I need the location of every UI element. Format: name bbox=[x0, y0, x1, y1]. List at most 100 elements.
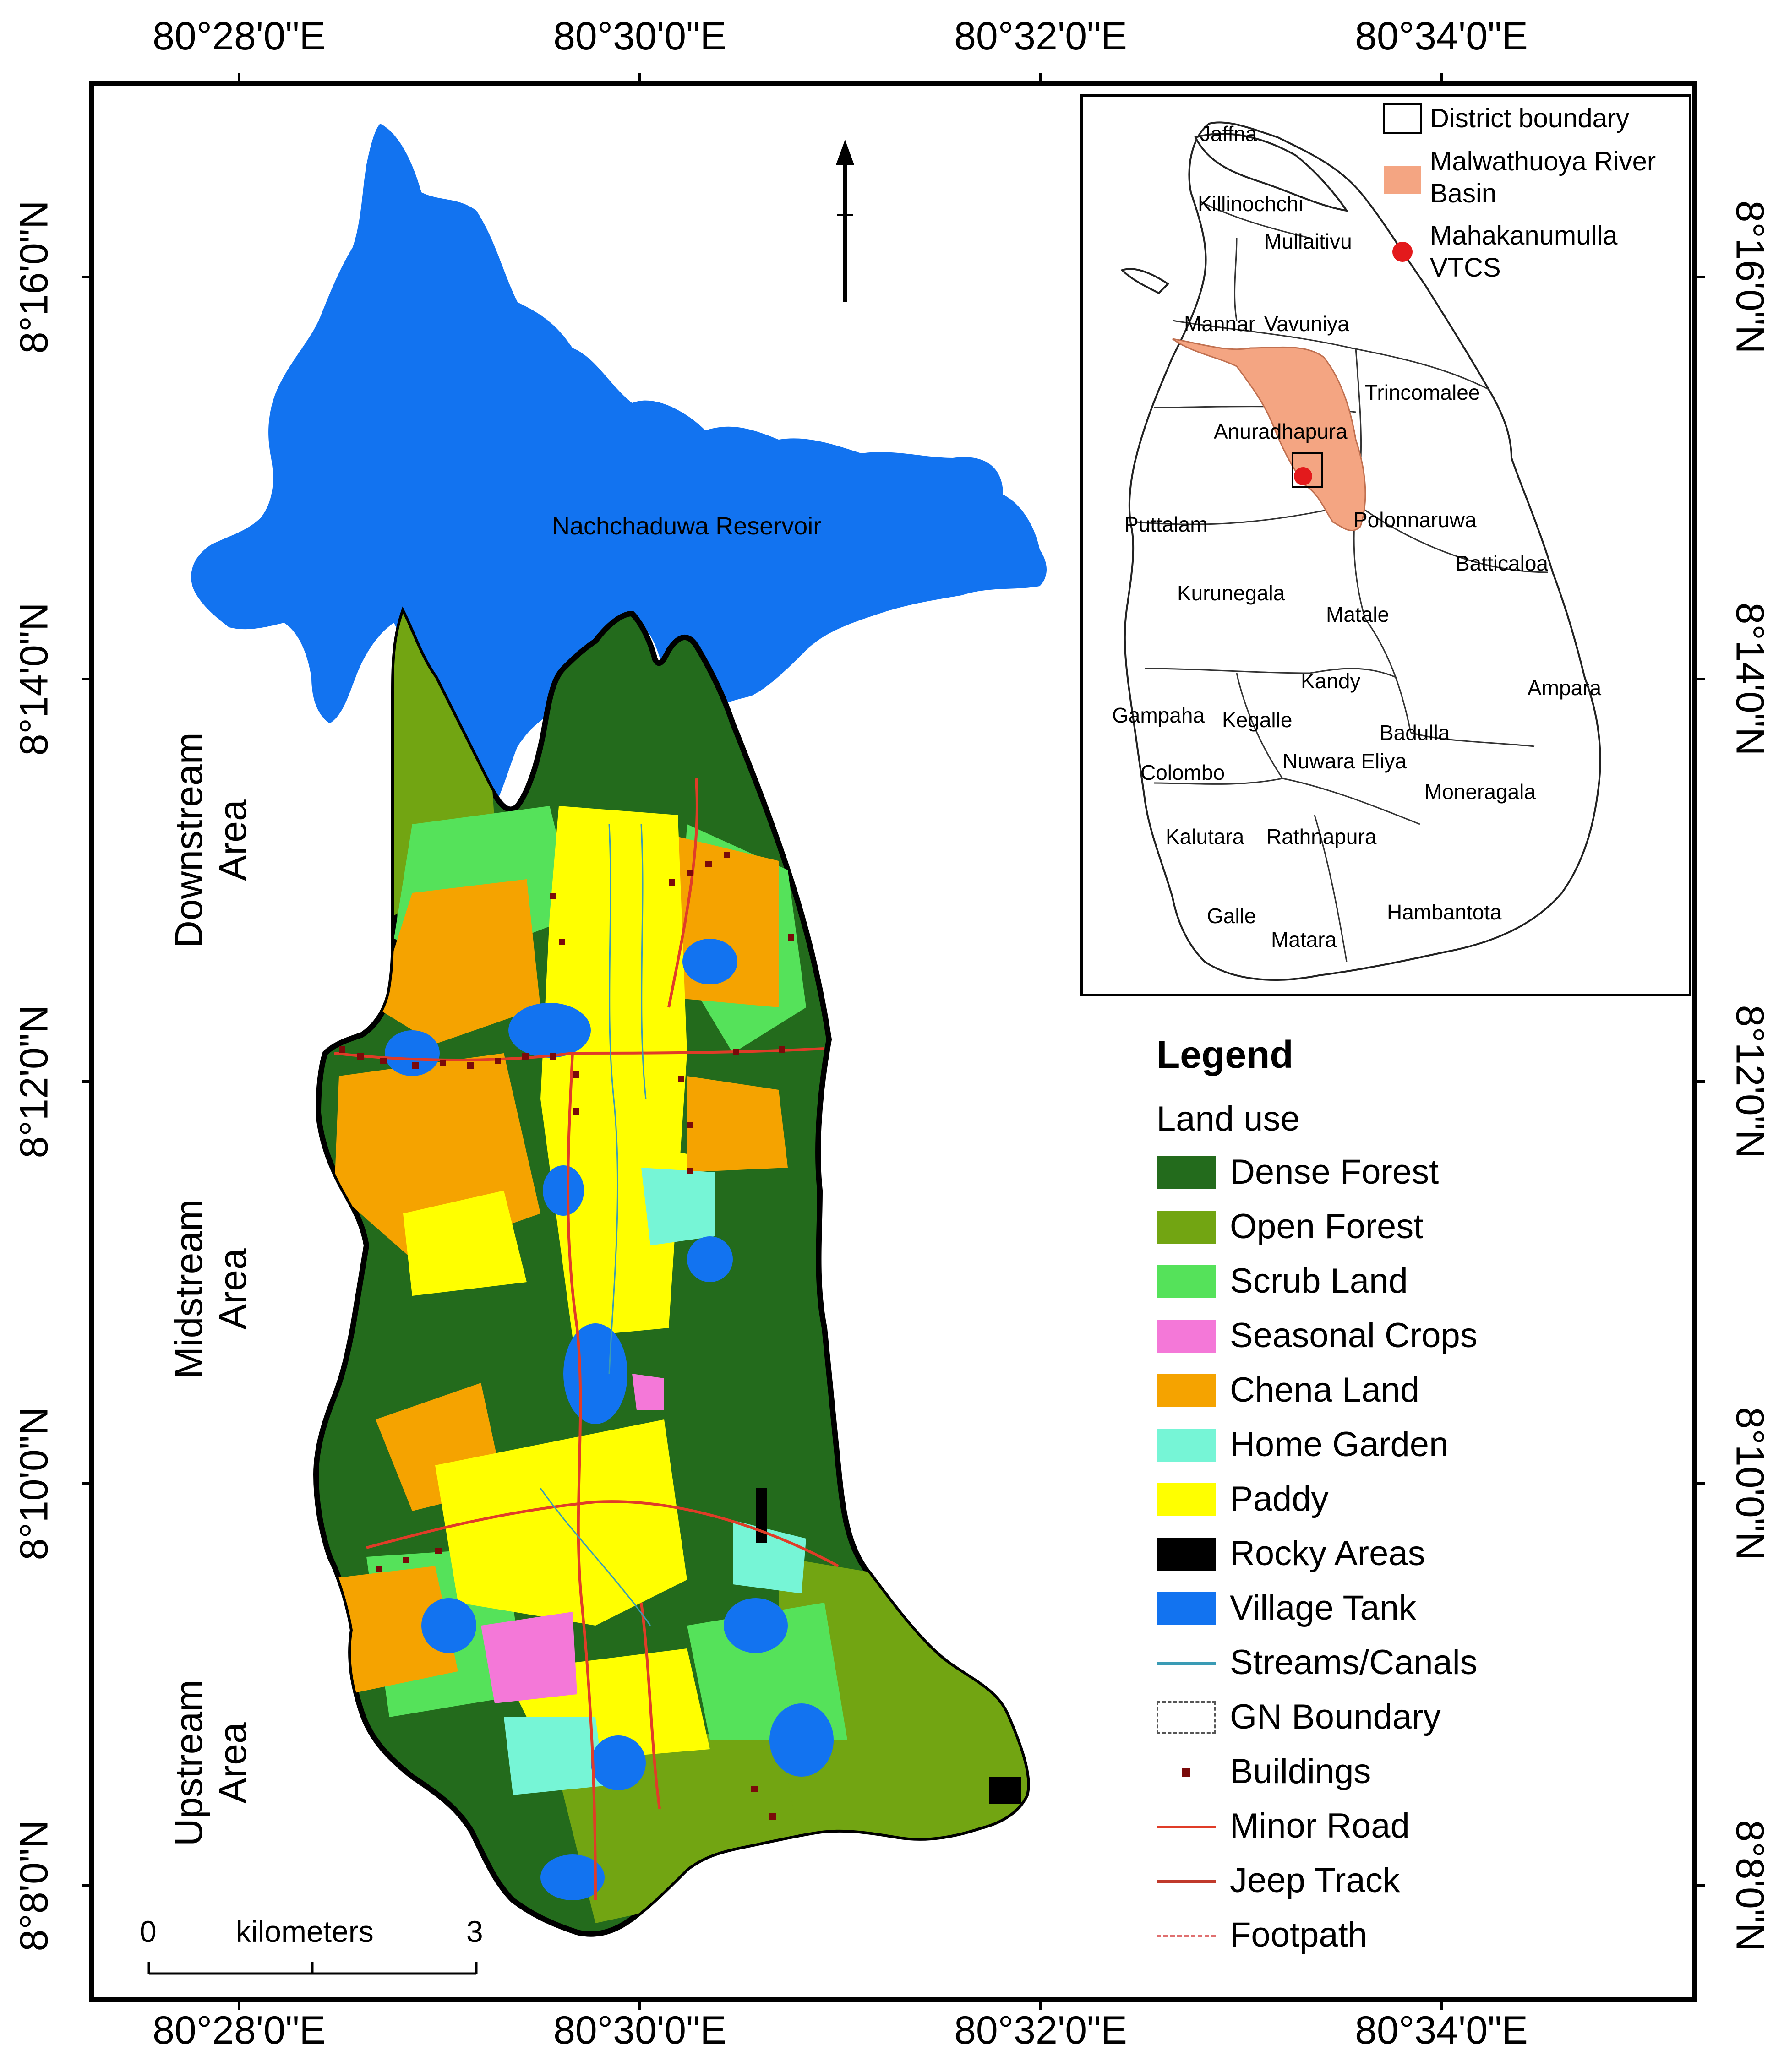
district-label-gampaha: Gampaha bbox=[1112, 703, 1205, 727]
legend-item-minor-road: Minor Road bbox=[1157, 1806, 1706, 1847]
legend-swatch bbox=[1157, 1701, 1216, 1734]
district-label-moneragala: Moneragala bbox=[1424, 780, 1536, 804]
upstream-area-line2: Area bbox=[211, 1722, 254, 1804]
legend-swatch bbox=[1157, 1935, 1216, 1937]
legend-item-streams-canals: Streams/Canals bbox=[1157, 1642, 1706, 1683]
legend-label: Open Forest bbox=[1230, 1207, 1424, 1246]
district-label-colombo: Colombo bbox=[1140, 761, 1225, 784]
legend-label: Village Tank bbox=[1230, 1588, 1417, 1627]
district-label-puttalam: Puttalam bbox=[1124, 512, 1208, 536]
legend-swatch bbox=[1157, 1756, 1216, 1789]
scale-unit-label: kilometers bbox=[236, 1914, 374, 1948]
legend-swatch bbox=[1157, 1538, 1216, 1571]
latitude-label-left-1: 8°16'0"N bbox=[12, 200, 56, 354]
latitude-label-right-3: 8°12'0"N bbox=[1728, 1005, 1772, 1158]
sri-lanka-outline bbox=[1124, 121, 1601, 981]
district-label-badulla: Badulla bbox=[1380, 721, 1450, 745]
district-label-matale: Matale bbox=[1326, 603, 1390, 626]
legend-label: Paddy bbox=[1230, 1479, 1329, 1518]
legend-swatch bbox=[1157, 1265, 1216, 1298]
inset-legend-district-swatch bbox=[1383, 103, 1422, 134]
district-label-rathnapura: Rathnapura bbox=[1266, 825, 1377, 848]
legend-label: Jeep Track bbox=[1230, 1861, 1400, 1900]
legend-swatch bbox=[1157, 1211, 1216, 1244]
north-arrow bbox=[836, 140, 854, 302]
upstream-area-line1: Upstream bbox=[167, 1679, 210, 1847]
legend-item-seasonal-crops: Seasonal Crops bbox=[1157, 1315, 1706, 1356]
district-label-mannar: Mannar bbox=[1184, 312, 1255, 336]
buildings bbox=[339, 852, 794, 1820]
legend-item-open-forest: Open Forest bbox=[1157, 1206, 1706, 1247]
district-label-nuwara-eliya: Nuwara Eliya bbox=[1282, 749, 1407, 773]
inset-legend-district: District boundary bbox=[1430, 103, 1630, 133]
legend-swatch bbox=[1157, 1320, 1216, 1353]
downstream-area-label: Downstream Area bbox=[167, 732, 255, 948]
legend-title: Legend bbox=[1157, 1033, 1293, 1076]
latitude-label-left-4: 8°10'0"N bbox=[12, 1407, 56, 1561]
legend-label: Chena Land bbox=[1230, 1370, 1420, 1409]
legend-label: Seasonal Crops bbox=[1230, 1316, 1478, 1355]
district-label-killinochchi: Killinochchi bbox=[1198, 192, 1304, 216]
latitude-label-left-2: 8°14'0"N bbox=[12, 602, 56, 756]
legend-item-gn-boundary: GN Boundary bbox=[1157, 1697, 1706, 1738]
inset-legend-vtcs: Mahakanumulla VTCS bbox=[1430, 220, 1617, 284]
scale-start-label: 0 bbox=[140, 1914, 157, 1948]
upstream-area-label: Upstream Area bbox=[167, 1680, 255, 1846]
legend-item-dense-forest: Dense Forest bbox=[1157, 1152, 1706, 1193]
district-label-matara: Matara bbox=[1271, 928, 1337, 952]
longitude-label-bottom-1: 80°28'0"E bbox=[153, 2008, 326, 2052]
longitude-label-top-2: 80°30'0"E bbox=[553, 14, 726, 58]
legend-item-jeep-track: Jeep Track bbox=[1157, 1860, 1706, 1901]
roads bbox=[334, 778, 839, 1901]
inset-legend-vtcs-swatch bbox=[1392, 242, 1413, 262]
scale-bar bbox=[147, 1962, 478, 1975]
legend-item-chena-land: Chena Land bbox=[1157, 1370, 1706, 1411]
district-label-batticaloa: Batticaloa bbox=[1456, 551, 1549, 575]
graticule-ticks bbox=[82, 73, 1705, 2010]
legend-item-scrub-land: Scrub Land bbox=[1157, 1261, 1706, 1302]
longitude-label-bottom-2: 80°30'0"E bbox=[553, 2008, 726, 2052]
longitude-label-bottom-4: 80°34'0"E bbox=[1355, 2008, 1528, 2052]
legend-label: Rocky Areas bbox=[1230, 1534, 1425, 1573]
district-label-jaffna: Jaffna bbox=[1200, 122, 1257, 146]
district-label-kegalle: Kegalle bbox=[1222, 708, 1293, 732]
district-label-anuradhapura: Anuradhapura bbox=[1214, 419, 1348, 443]
legend-label: Dense Forest bbox=[1230, 1153, 1439, 1191]
legend-label: Scrub Land bbox=[1230, 1262, 1408, 1300]
inset-legend-vtcs-line2: VTCS bbox=[1430, 253, 1501, 283]
legend-label: Streams/Canals bbox=[1230, 1643, 1478, 1682]
streams bbox=[540, 824, 651, 1626]
latitude-label-right-5: 8°8'0"N bbox=[1728, 1820, 1772, 1952]
legend-item-paddy: Paddy bbox=[1157, 1479, 1706, 1520]
district-label-trincomalee: Trincomalee bbox=[1365, 381, 1480, 404]
district-label-kurunegala: Kurunegala bbox=[1177, 581, 1285, 605]
legend-swatch bbox=[1157, 1374, 1216, 1407]
legend-item-footpath: Footpath bbox=[1157, 1914, 1706, 1956]
legend-item-buildings: Buildings bbox=[1157, 1751, 1706, 1792]
legend-label: Minor Road bbox=[1230, 1806, 1410, 1845]
legend-swatch bbox=[1157, 1592, 1216, 1625]
district-label-vavuniya: Vavuniya bbox=[1264, 312, 1349, 336]
legend-swatch bbox=[1157, 1429, 1216, 1462]
latitude-label-right-1: 8°16'0"N bbox=[1728, 200, 1772, 354]
malwathuoya-basin bbox=[1172, 338, 1366, 532]
legend-subtitle: Land use bbox=[1157, 1099, 1300, 1138]
study-area-box bbox=[1292, 452, 1323, 488]
reservoir-label: Nachchaduwa Reservoir bbox=[552, 512, 822, 540]
legend-item-rocky-areas: Rocky Areas bbox=[1157, 1533, 1706, 1574]
inset-legend-basin-line1: Malwathuoya River bbox=[1430, 147, 1656, 176]
buildings-dot bbox=[1182, 1768, 1190, 1777]
inset-legend-basin-swatch bbox=[1384, 166, 1421, 194]
vtcs-marker bbox=[1294, 467, 1312, 485]
legend-swatch bbox=[1157, 1826, 1216, 1828]
district-label-polonnaruwa: Polonnaruwa bbox=[1353, 508, 1477, 532]
inset-legend-basin: Malwathuoya River Basin bbox=[1430, 146, 1656, 210]
legend-swatch bbox=[1157, 1156, 1216, 1189]
legend-label: Footpath bbox=[1230, 1915, 1367, 1954]
midstream-area-label: Midstream Area bbox=[167, 1199, 255, 1379]
legend-swatch bbox=[1157, 1483, 1216, 1516]
longitude-label-bottom-3: 80°32'0"E bbox=[954, 2008, 1127, 2052]
district-label-mullaitivu: Mullaitivu bbox=[1264, 229, 1352, 253]
scale-end-label: 3 bbox=[466, 1914, 483, 1948]
